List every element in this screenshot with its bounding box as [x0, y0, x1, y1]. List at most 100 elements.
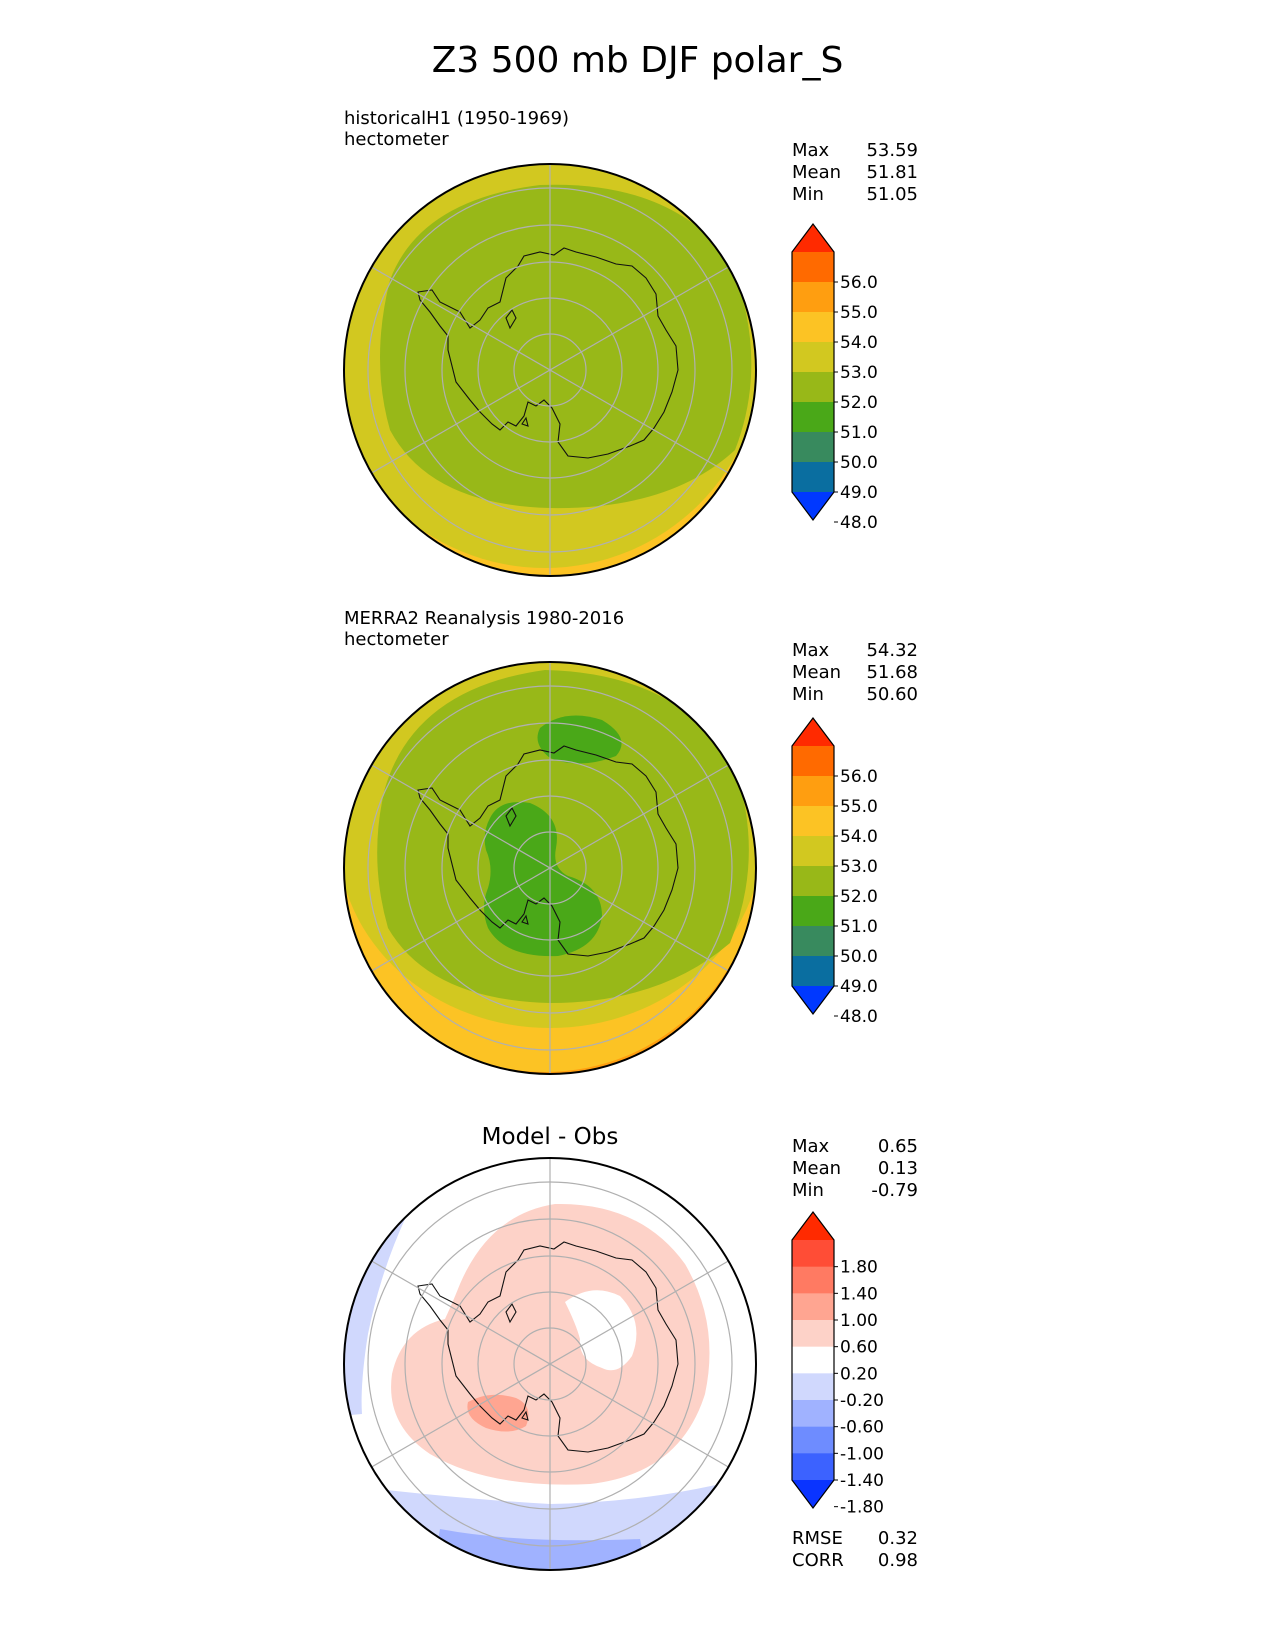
colorbar-segment: [792, 402, 834, 433]
test-label: historicalH1 (1950-1969) hectometer: [344, 108, 569, 150]
level-52-band: [377, 670, 749, 1003]
antarctica-coastline: [417, 247, 679, 459]
stat-name: Min: [792, 184, 824, 205]
figure-title: Z3 500 mb DJF polar_S: [431, 40, 844, 81]
stat-name: Min: [792, 684, 824, 705]
colorbar-tick-label: 48.0: [840, 1007, 878, 1027]
colorbar-tick-label: 50.0: [840, 947, 878, 967]
stat-value: 53.59: [866, 140, 918, 161]
level-52-band: [380, 184, 752, 509]
colorbar-segment: [792, 1240, 834, 1268]
stat-name: Min: [792, 1180, 824, 1201]
colorbar-segment: [792, 1266, 834, 1294]
stat-name: Max: [792, 640, 830, 661]
grid-lines: [367, 164, 733, 576]
metric-row: CORR 0.98: [792, 1550, 918, 1572]
colorbar-tick-label: 50.0: [840, 453, 878, 473]
stat-value: 0.13: [877, 1158, 918, 1179]
colorbar-tick-label: -1.80: [840, 1498, 884, 1518]
colorbar-tick-label: 49.0: [840, 977, 878, 997]
colorbar-tick-label: 52.0: [840, 887, 878, 907]
colorbar-segment: [792, 986, 834, 1014]
colorbar-segment: [792, 492, 834, 520]
ref-label: MERRA2 Reanalysis 1980-2016 hectometer: [344, 608, 624, 650]
colorbar-tick-label: -1.00: [840, 1444, 884, 1464]
colorbar-tick-label: 49.0: [840, 483, 878, 503]
stat-name: Max: [792, 1136, 830, 1157]
colorbar-tick-label: -0.20: [840, 1391, 884, 1411]
colorbar-tick-label: 56.0: [840, 273, 878, 293]
colorbar-segment: [792, 866, 834, 897]
colorbar-segment: [792, 1480, 834, 1508]
stat-value: 51.05: [866, 184, 918, 205]
colorbar-tick-label: 0.60: [840, 1338, 878, 1358]
colorbar-tick-label: 1.80: [840, 1258, 878, 1278]
colorbar-tick-label: 51.0: [840, 423, 878, 443]
colorbar-segment: [792, 1212, 834, 1240]
stat-row: Max 54.32: [792, 640, 918, 662]
colorbar-segment: [792, 1426, 834, 1454]
colorbar-segment: [792, 896, 834, 927]
colorbar-tick-label: 1.40: [840, 1284, 878, 1304]
metric-value: 0.98: [877, 1550, 918, 1571]
colorbar-tick-label: 0.20: [840, 1364, 878, 1384]
colorbar-segment: [792, 432, 834, 463]
colorbar-tick-label: 54.0: [840, 827, 878, 847]
stat-row: Mean 51.81: [792, 162, 918, 184]
stat-row: Min -0.79: [792, 1180, 918, 1202]
metric-name: CORR: [792, 1550, 844, 1571]
metric-row: RMSE 0.32: [792, 1528, 918, 1550]
diff-stats: Max 0.65 Mean 0.13 Min -0.79: [792, 1136, 918, 1202]
test-colorbar: 56.0 55.0 54.0 53.0 52.0 51.0 50.0 49.0 48.0: [791, 223, 878, 533]
ref-units: hectometer: [344, 629, 449, 650]
ref-label-line1: MERRA2 Reanalysis 1980-2016: [344, 608, 625, 629]
test-label-line1: historicalH1 (1950-1969): [344, 108, 570, 129]
colorbar-segment: [792, 1373, 834, 1401]
colorbar-segment: [792, 1453, 834, 1481]
stat-value: 0.65: [877, 1136, 918, 1157]
colorbar-segment: [792, 836, 834, 867]
antarctica-coastline: [417, 1241, 679, 1453]
stat-name: Mean: [792, 162, 842, 183]
stat-name: Mean: [792, 1158, 842, 1179]
colorbar-tick-label: 48.0: [840, 513, 878, 533]
colorbar-segment: [792, 776, 834, 807]
stat-value: 51.68: [866, 662, 918, 683]
antarctica-coastline: [417, 745, 679, 957]
colorbar-segment: [792, 746, 834, 777]
colorbar-tick-label: 55.0: [840, 797, 878, 817]
colorbar-segment: [792, 282, 834, 313]
colorbar-tick-label: -0.60: [840, 1418, 884, 1438]
colorbar-tick-label: 53.0: [840, 857, 878, 877]
colorbar-segment: [792, 462, 834, 493]
colorbar-tick-label: 56.0: [840, 767, 878, 787]
metric-value: 0.32: [877, 1528, 918, 1549]
colorbar-segment: [792, 1293, 834, 1321]
colorbar-segment: [792, 718, 834, 746]
colorbar-segment: [792, 1400, 834, 1428]
negative-band: [430, 1529, 650, 1570]
colorbar-segment: [792, 342, 834, 373]
grid-lines: [367, 1158, 733, 1570]
test-units: hectometer: [344, 129, 449, 150]
colorbar-segment: [792, 1320, 834, 1348]
colorbar-tick-label: 53.0: [840, 363, 878, 383]
diff-map: [343, 1157, 757, 1571]
map-boundary: [343, 661, 757, 1075]
stat-row: Max 0.65: [792, 1136, 918, 1158]
colorbar-tick-label: 51.0: [840, 917, 878, 937]
colorbar-segment: [792, 372, 834, 403]
stat-value: 54.32: [866, 640, 918, 661]
colorbar-tick-label: -1.40: [840, 1471, 884, 1491]
map-boundary: [343, 1157, 757, 1571]
level-51-band: [484, 802, 602, 957]
stat-row: Min 50.60: [792, 684, 918, 706]
ref-stats: Max 54.32 Mean 51.68 Min 50.60: [792, 640, 918, 706]
colorbar-segment: [792, 224, 834, 252]
stat-row: Max 53.59: [792, 140, 918, 162]
ref-map: [343, 661, 757, 1075]
stat-name: Max: [792, 140, 830, 161]
colorbar-segment: [792, 806, 834, 837]
ref-colorbar: 56.0 55.0 54.0 53.0 52.0 51.0 50.0 49.0 48.0: [791, 717, 878, 1027]
colorbar-segment: [792, 312, 834, 343]
